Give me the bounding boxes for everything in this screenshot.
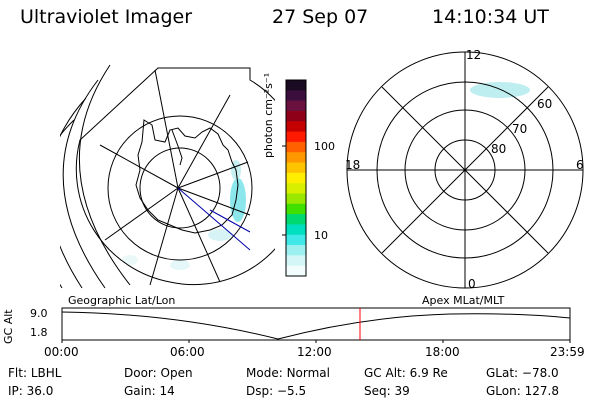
aurora-emission <box>470 82 530 98</box>
colorbar-segment <box>286 131 306 143</box>
timeline-tick-0600: 06:00 <box>170 345 205 359</box>
orbit-altitude-timeline <box>61 307 571 343</box>
mlt-label-12: 12 <box>466 48 482 62</box>
latitude-arc <box>78 64 131 286</box>
mlt-label-6: 6 <box>576 158 584 172</box>
timeline-tick-1800: 18:00 <box>425 345 460 359</box>
colorbar-segment <box>286 162 306 174</box>
colorbar-segment <box>286 121 306 133</box>
mlat-label-70: 70 <box>512 122 528 136</box>
latitude-arc <box>60 97 87 289</box>
aurora-emission <box>122 160 246 270</box>
mlt-label-0: 0 <box>468 277 476 291</box>
magnetic-polar-plot <box>346 51 584 289</box>
status-gain: Gain: 14 <box>124 384 175 398</box>
colorbar-unit-label: photon cm⁻²s⁻¹ <box>262 72 275 158</box>
timeline-tick-0000: 00:00 <box>44 345 79 359</box>
instrument-title: Ultraviolet Imager <box>20 6 193 28</box>
colorbar-segment <box>286 193 306 205</box>
colorbar-segment <box>286 265 306 277</box>
colorbar-tick-10: 10 <box>314 229 328 242</box>
colorbar-segment <box>286 110 306 122</box>
projection-label: Geographic Lat/Lon <box>68 294 176 307</box>
projection-boundary <box>75 67 275 286</box>
status-dsp: Dsp: −5.5 <box>246 384 307 398</box>
colorbar-segment <box>286 255 306 267</box>
timeline-tick-1200: 12:00 <box>297 345 332 359</box>
colorbar-segment <box>286 245 306 256</box>
status-filter: Flt: LBHL <box>8 366 62 380</box>
colorbar-segment <box>286 172 306 184</box>
observation-time: 14:10:34 UT <box>432 6 549 28</box>
status-ip: IP: 36.0 <box>8 384 54 398</box>
colorbar <box>282 79 307 277</box>
colorbar-segment <box>286 183 306 194</box>
status-seq: Seq: 39 <box>364 384 410 398</box>
mlat-label-60: 60 <box>537 97 553 111</box>
colorbar-segment <box>286 224 306 236</box>
continent-coastline <box>135 119 239 234</box>
view-direction-line <box>209 209 251 233</box>
colorbar-segment <box>286 100 306 112</box>
status-mode: Mode: Normal <box>246 366 330 380</box>
timeline-frame <box>61 307 571 341</box>
observation-date: 27 Sep 07 <box>272 6 369 28</box>
mlat-label-80: 80 <box>491 142 507 156</box>
timeline-y-max: 9.0 <box>30 307 48 320</box>
coastline-detail <box>171 129 183 166</box>
colorbar-segment <box>286 203 306 215</box>
colorbar-segment <box>286 152 306 164</box>
latitude-circle <box>107 115 253 261</box>
view-direction-line <box>177 187 251 251</box>
status-glon: GLon: 127.8 <box>486 384 559 398</box>
coordinate-system-label: Apex MLat/MLT <box>422 294 505 307</box>
latitude-circle <box>139 147 221 229</box>
colorbar-segment <box>286 141 306 153</box>
colorbar-tick-100: 100 <box>314 140 335 153</box>
meridians <box>99 69 251 286</box>
colorbar-segment <box>286 90 306 102</box>
mlt-line <box>381 86 549 254</box>
altitude-curve <box>61 311 571 340</box>
colorbar-segment <box>286 214 306 225</box>
geographic-map <box>60 64 275 289</box>
colorbar-segment <box>286 80 306 91</box>
timeline-y-axis-label: GC Alt <box>2 309 15 344</box>
latitude-arc <box>62 79 106 289</box>
status-door: Door: Open <box>124 366 193 380</box>
status-glat: GLat: −78.0 <box>486 366 559 380</box>
status-gc-alt: GC Alt: 6.9 Re <box>364 366 448 380</box>
colorbar-segment <box>286 234 306 246</box>
mlt-label-18: 18 <box>345 158 361 172</box>
timeline-tick-2359: 23:59 <box>550 345 585 359</box>
timeline-y-min: 1.8 <box>30 326 48 339</box>
